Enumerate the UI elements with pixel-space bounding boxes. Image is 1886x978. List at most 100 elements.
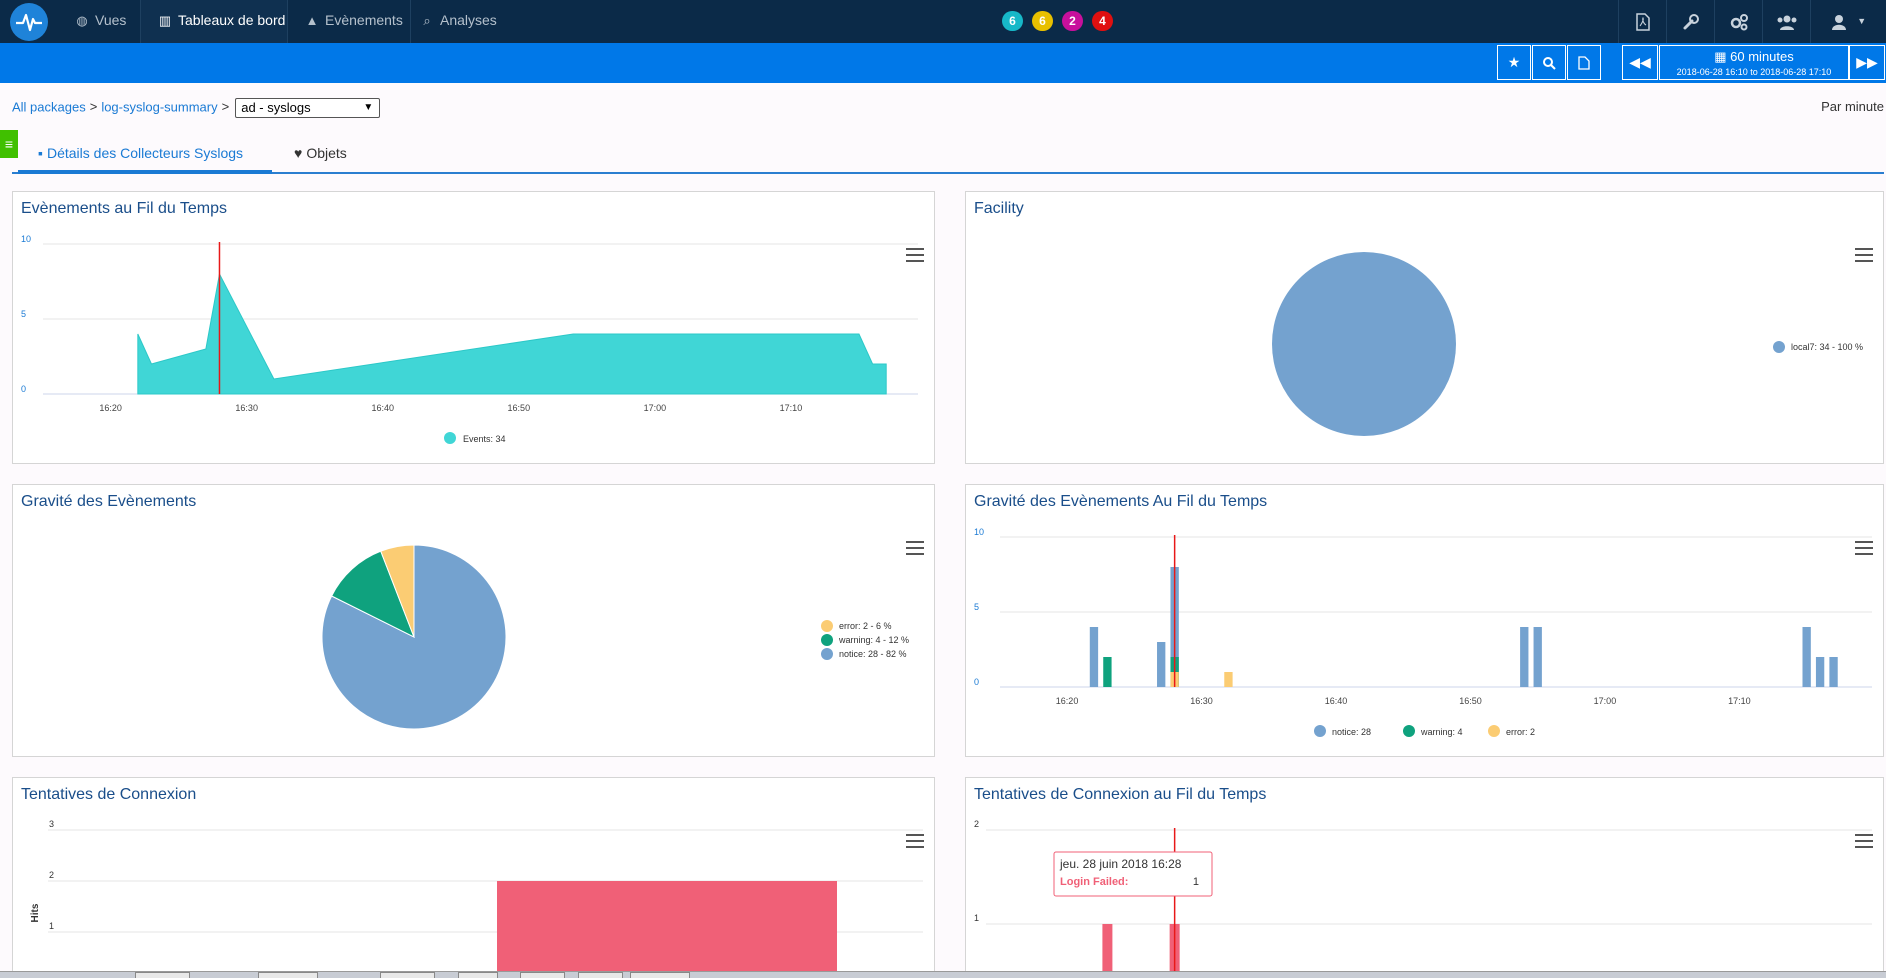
taskbar-item[interactable] xyxy=(380,972,435,978)
taskbar-item[interactable] xyxy=(258,972,318,978)
x-tick-label: 17:10 xyxy=(1728,696,1751,706)
users-button[interactable] xyxy=(1762,0,1810,43)
nav-evenements[interactable]: ▲ Evènements xyxy=(288,0,410,43)
bar-notice xyxy=(1089,627,1099,687)
tooltip-series: Login Failed: xyxy=(1060,876,1128,888)
time-previous-button[interactable]: ◀◀ xyxy=(1622,45,1658,80)
time-next-button[interactable]: ▶▶ xyxy=(1849,45,1885,80)
tab-objets[interactable]: ♥ Objets xyxy=(294,145,347,161)
export-pdf-button[interactable] xyxy=(1618,0,1666,43)
x-tick-label: 16:40 xyxy=(371,403,394,413)
y-axis-label: Hits xyxy=(30,903,41,922)
pie-slice xyxy=(1272,252,1456,436)
time-range-selector[interactable]: ▦ 60 minutes 2018-06-28 16:10 to 2018-06… xyxy=(1659,45,1849,80)
chart-menu-icon[interactable] xyxy=(906,541,924,555)
legend-marker xyxy=(1314,725,1326,737)
y-tick-label: 0 xyxy=(974,677,979,687)
search-button[interactable] xyxy=(1532,45,1566,80)
events-area-series xyxy=(137,272,887,395)
bar-notice xyxy=(1829,657,1838,687)
taskbar-item[interactable] xyxy=(520,972,565,978)
favorite-button[interactable]: ★ xyxy=(1497,45,1531,80)
panel-events-over-time: Evènements au Fil du Temps 0 5 10 16:20 16:3… xyxy=(12,191,935,464)
warning-icon: ▲ xyxy=(305,13,319,28)
dashboard-toolbar: ★ ◀◀ ▦ 60 minutes 2018-06-28 16:10 to 20… xyxy=(0,43,1886,83)
tools-button[interactable] xyxy=(1666,0,1714,43)
cogs-icon xyxy=(1730,13,1748,31)
legend-label: error: 2 - 6 % xyxy=(839,621,892,631)
taskbar-item[interactable] xyxy=(135,972,190,978)
y-tick-label: 0 xyxy=(21,384,26,394)
tab-details-collecteurs[interactable]: ▪ Détails des Collecteurs Syslogs xyxy=(18,134,272,174)
user-menu-button[interactable]: ▼ xyxy=(1810,0,1886,43)
granularity-label[interactable]: Par minute xyxy=(1821,99,1884,114)
legend-marker xyxy=(1773,341,1785,353)
dashboard-select-value: ad - syslogs xyxy=(241,100,311,115)
status-badge-red[interactable]: 4 xyxy=(1092,11,1113,31)
panel-severity: Gravité des Evènements error: 2 - 6 % war… xyxy=(12,484,935,757)
login-time-bar-chart: 1 2 jeu. 28 juin 2018 16:28 Login Failed: 1 xyxy=(974,819,1872,976)
y-tick-label: 2 xyxy=(974,819,979,829)
login-bar xyxy=(497,881,837,976)
x-tick-label: 16:20 xyxy=(1056,696,1079,706)
facility-pie-chart: local7: 34 - 100 % xyxy=(1272,252,1863,436)
dashboard-tabs: ▪ Détails des Collecteurs Syslogs ♥ Objets xyxy=(12,134,1884,174)
chart-menu-icon[interactable] xyxy=(1855,541,1873,555)
legend-marker xyxy=(1403,725,1415,737)
panel-title: Tentatives de Connexion au Fil du Temps xyxy=(974,786,1267,803)
chart-menu-icon[interactable] xyxy=(1855,248,1873,262)
nav-analyses[interactable]: ⌕ Analyses xyxy=(403,0,503,43)
taskbar-item[interactable] xyxy=(578,972,623,978)
time-range-dates: 2018-06-28 16:10 to 2018-06-28 17:10 xyxy=(1676,67,1832,77)
dashboard-select[interactable]: ad - syslogs ▼ xyxy=(235,98,381,118)
pdf-icon xyxy=(1578,56,1590,70)
breadcrumb-package[interactable]: log-syslog-summary xyxy=(101,99,218,115)
globe-icon: ◍ xyxy=(76,13,88,28)
status-badge-yellow[interactable]: 6 xyxy=(1032,11,1053,31)
bar-notice xyxy=(1157,642,1166,687)
x-tick-label: 16:20 xyxy=(99,403,122,413)
app-logo[interactable] xyxy=(10,3,48,41)
legend-label: notice: 28 xyxy=(1332,727,1371,737)
taskbar xyxy=(0,971,1886,978)
status-badge-magenta[interactable]: 2 xyxy=(1062,11,1083,31)
sidebar-toggle-button[interactable]: ≡ xyxy=(0,130,18,158)
panel-facility: Facility local7: 34 - 100 % xyxy=(965,191,1884,464)
x-tick-label: 16:30 xyxy=(235,403,258,413)
panel-title: Gravité des Evènements Au Fil du Temps xyxy=(974,493,1268,510)
fast-forward-icon: ▶▶ xyxy=(1856,54,1878,70)
panel-login-attempts: Tentatives de Connexion 1 2 3 Hits xyxy=(12,777,935,977)
nav-vues[interactable]: ◍ Vues xyxy=(58,0,140,43)
chart-menu-icon[interactable] xyxy=(906,834,924,848)
export-pdf-toolbar-button[interactable] xyxy=(1567,45,1601,80)
chart-menu-icon[interactable] xyxy=(1855,834,1873,848)
panel-login-attempts-over-time: Tentatives de Connexion au Fil du Temps … xyxy=(965,777,1884,977)
legend-label: error: 2 xyxy=(1506,727,1535,737)
pie-slice xyxy=(380,544,415,638)
legend-label: local7: 34 - 100 % xyxy=(1791,342,1863,352)
chart-tooltip xyxy=(1053,851,1213,897)
x-tick-label: 16:50 xyxy=(1459,696,1482,706)
taskbar-item[interactable] xyxy=(458,972,498,978)
taskbar-item[interactable] xyxy=(630,972,690,978)
y-tick-label: 2 xyxy=(49,870,54,880)
legend-marker xyxy=(821,634,833,646)
events-area-chart: 0 5 10 16:20 16:30 16:40 16:50 17:00 17:10 Events… xyxy=(21,234,918,444)
y-tick-label: 10 xyxy=(974,527,984,537)
legend-label: warning: 4 - 12 % xyxy=(838,635,909,645)
chart-menu-icon[interactable] xyxy=(906,248,924,262)
menu-icon: ≡ xyxy=(4,136,14,152)
legend-label: notice: 28 - 82 % xyxy=(839,649,907,659)
fast-backward-icon: ◀◀ xyxy=(1629,54,1651,70)
search-icon xyxy=(1543,57,1556,71)
settings-button[interactable] xyxy=(1714,0,1762,43)
y-tick-label: 1 xyxy=(49,921,54,931)
breadcrumb: All packages > log-syslog-summary > ad - sys… xyxy=(12,98,381,118)
pdf-icon xyxy=(1635,13,1650,31)
bar-notice xyxy=(1802,627,1811,687)
panel-severity-over-time: Gravité des Evènements Au Fil du Temps 0… xyxy=(965,484,1884,757)
nav-tableaux-de-bord[interactable]: ▥ Tableaux de bord xyxy=(141,0,287,43)
status-badge-cyan[interactable]: 6 xyxy=(1002,11,1023,31)
breadcrumb-all-packages[interactable]: All packages xyxy=(12,99,86,115)
book-icon: ▪ xyxy=(38,145,43,161)
